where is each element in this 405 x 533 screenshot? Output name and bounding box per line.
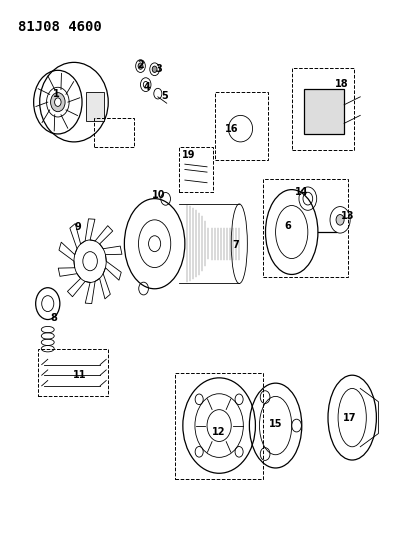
Bar [94, 118, 134, 147]
Text: 15: 15 [268, 419, 281, 429]
Circle shape [152, 66, 157, 72]
Text: 5: 5 [161, 91, 168, 101]
Circle shape [138, 63, 143, 69]
Text: 81J08 4600: 81J08 4600 [17, 20, 101, 34]
Circle shape [55, 98, 61, 107]
Text: 12: 12 [212, 427, 225, 437]
Bar [86, 92, 104, 120]
Bar [38, 349, 108, 397]
Bar [174, 373, 263, 479]
Text: 8: 8 [50, 313, 57, 324]
Circle shape [335, 215, 343, 225]
Text: 7: 7 [231, 240, 238, 251]
Text: 6: 6 [284, 221, 290, 231]
Bar [215, 92, 267, 160]
Text: 3: 3 [155, 64, 162, 74]
Text: 19: 19 [182, 150, 195, 160]
Text: 16: 16 [224, 124, 237, 134]
Text: 17: 17 [343, 413, 356, 423]
Text: 11: 11 [73, 370, 87, 380]
Bar [263, 179, 347, 277]
Bar [178, 147, 213, 192]
Text: 13: 13 [341, 211, 354, 221]
Bar [291, 68, 353, 150]
Text: 14: 14 [294, 187, 308, 197]
Text: 18: 18 [335, 78, 348, 88]
Text: 4: 4 [143, 82, 149, 92]
Text: 1: 1 [52, 89, 59, 99]
Text: 10: 10 [151, 190, 165, 200]
Bar [303, 89, 343, 134]
Text: 2: 2 [137, 60, 143, 70]
Text: 9: 9 [75, 222, 81, 232]
Circle shape [51, 93, 65, 112]
